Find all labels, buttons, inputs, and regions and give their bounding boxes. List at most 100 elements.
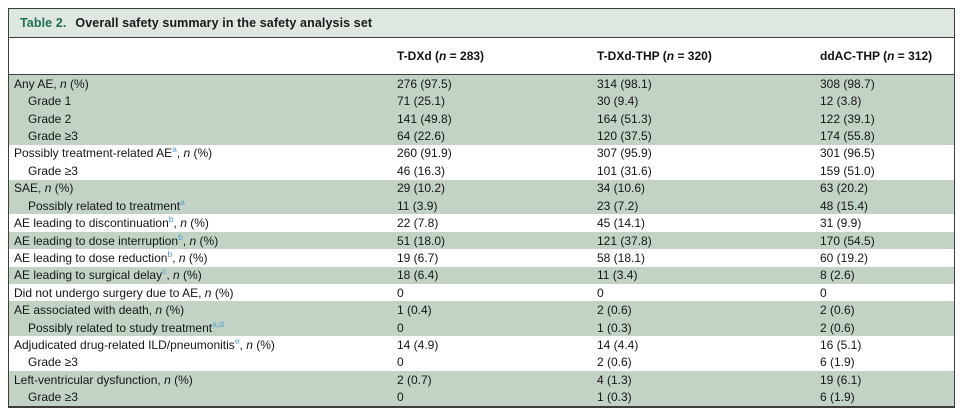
- row-label: Grade 1: [28, 94, 72, 109]
- footnote-marker: a: [180, 196, 185, 207]
- column-header: T-DXd-THP (n = 320): [597, 49, 712, 63]
- cell-value: 60 (19.2): [820, 250, 869, 265]
- table-row: Grade ≥3 0 2 (0.6) 6 (1.9): [9, 354, 954, 371]
- row-label: SAE, n (%): [14, 181, 74, 196]
- cell-value: 1 (0.3): [597, 390, 632, 405]
- table-row: Possibly related to treatmenta 11 (3.9) 23…: [9, 196, 954, 215]
- table-row: Grade ≥3 0 1 (0.3) 6 (1.9): [9, 388, 954, 407]
- column-header: T-DXd (n = 283): [397, 49, 485, 63]
- cell-value: 0: [397, 355, 404, 370]
- cell-value: 14 (4.4): [597, 338, 639, 353]
- table-row: Grade ≥3 64 (22.6) 120 (37.5) 174 (55.8): [9, 127, 954, 145]
- row-label: AE associated with death, n (%): [14, 303, 185, 318]
- cell-value: 164 (51.3): [597, 111, 652, 126]
- row-label: Grade ≥3: [28, 128, 78, 143]
- cell-value: 260 (91.9): [397, 146, 452, 161]
- cell-value: 2 (0.6): [820, 320, 855, 335]
- cell-value: 58 (18.1): [597, 250, 646, 265]
- cell-value: 6 (1.9): [820, 355, 855, 370]
- row-label: Possibly treatment-related AEa, n (%): [14, 144, 213, 161]
- cell-value: 308 (98.7): [820, 76, 875, 91]
- footnote-marker: b: [178, 231, 183, 242]
- cell-value: 6 (1.9): [820, 390, 855, 405]
- cell-value: 34 (10.6): [597, 181, 646, 196]
- cell-value: 4 (1.3): [597, 372, 632, 387]
- footnote-marker: e: [234, 336, 240, 347]
- cell-value: 30 (9.4): [597, 94, 639, 109]
- table-row: Possibly related to study treatmenta,d 0 1…: [9, 318, 954, 337]
- cell-value: 307 (95.9): [597, 146, 652, 161]
- cell-value: 174 (55.8): [820, 128, 875, 143]
- cell-value: 18 (6.4): [397, 268, 439, 283]
- safety-summary-table: Table 2. Overall safety summary in the s…: [8, 8, 955, 408]
- cell-value: 0: [397, 320, 404, 335]
- row-label: AE leading to dose interruptionb, n (%): [14, 231, 219, 248]
- cell-value: 51 (18.0): [397, 233, 446, 248]
- cell-value: 19 (6.1): [820, 372, 862, 387]
- cell-value: 14 (4.9): [397, 338, 439, 353]
- table-row: SAE, n (%) 29 (10.2) 34 (10.6) 63 (20.2): [9, 179, 954, 197]
- table-row: Grade 1 71 (25.1) 30 (9.4) 12 (3.8): [9, 92, 954, 110]
- footnote-marker: a: [172, 144, 177, 155]
- table-number-label: Table 2.: [20, 16, 67, 30]
- cell-value: 23 (7.2): [597, 198, 639, 213]
- table-row: Adjudicated drug-related ILD/pneumonitis…: [9, 336, 954, 353]
- row-label: Grade ≥3: [28, 355, 78, 370]
- cell-value: 120 (37.5): [597, 128, 652, 143]
- cell-value: 2 (0.6): [597, 303, 632, 318]
- table-row: AE leading to discontinuationb, n (%) 22 …: [9, 214, 954, 231]
- cell-value: 16 (5.1): [820, 338, 862, 353]
- row-label: Did not undergo surgery due to AE, n (%): [14, 285, 234, 300]
- row-label: Adjudicated drug-related ILD/pneumonitis…: [14, 336, 275, 353]
- cell-value: 2 (0.6): [597, 355, 632, 370]
- cell-value: 101 (31.6): [597, 163, 652, 178]
- row-label: Grade 2: [28, 111, 72, 126]
- table-row: Did not undergo surgery due to AE, n (%)…: [9, 284, 954, 301]
- cell-value: 159 (51.0): [820, 163, 875, 178]
- cell-value: 29 (10.2): [397, 181, 446, 196]
- cell-value: 0: [397, 390, 404, 405]
- column-header: ddAC-THP (n = 312): [820, 49, 933, 63]
- footnote-marker: a,d: [212, 318, 224, 329]
- footnote-marker: c: [162, 266, 167, 277]
- cell-value: 141 (49.8): [397, 111, 452, 126]
- footnote-marker: b: [167, 248, 173, 259]
- table-row: AE leading to dose reductionb, n (%) 19 (…: [9, 249, 954, 266]
- table-row: Possibly treatment-related AEa, n (%) 260…: [9, 145, 954, 162]
- cell-value: 1 (0.4): [397, 303, 432, 318]
- cell-value: 0: [820, 285, 827, 300]
- cell-value: 301 (96.5): [820, 146, 875, 161]
- cell-value: 63 (20.2): [820, 181, 869, 196]
- cell-value: 11 (3.4): [597, 268, 638, 283]
- cell-value: 48 (15.4): [820, 198, 869, 213]
- row-label: Possibly related to treatmenta: [28, 196, 185, 213]
- cell-value: 8 (2.6): [820, 268, 855, 283]
- table-title-text: Overall safety summary in the safety ana…: [75, 16, 373, 30]
- cell-value: 0: [397, 285, 404, 300]
- cell-value: 1 (0.3): [597, 320, 632, 335]
- row-label: Grade ≥3: [28, 163, 78, 178]
- row-label: AE leading to surgical delayc, n (%): [14, 266, 202, 283]
- cell-value: 46 (16.3): [397, 163, 446, 178]
- cell-value: 11 (3.9): [397, 198, 438, 213]
- cell-value: 0: [597, 285, 604, 300]
- cell-value: 31 (9.9): [820, 216, 862, 231]
- cell-value: 314 (98.1): [597, 76, 652, 91]
- footnote-marker: b: [168, 214, 174, 225]
- cell-value: 2 (0.6): [820, 303, 855, 318]
- table-row: Left-ventricular dysfunction, n (%) 2 (0.…: [9, 371, 954, 389]
- cell-value: 64 (22.6): [397, 128, 446, 143]
- row-label: AE leading to dose reductionb, n (%): [14, 248, 208, 265]
- cell-value: 276 (97.5): [397, 76, 452, 91]
- table-row: AE leading to surgical delayc, n (%) 18 (…: [9, 266, 954, 285]
- cell-value: 71 (25.1): [397, 94, 446, 109]
- cell-value: 170 (54.5): [820, 233, 875, 248]
- table-row: AE associated with death, n (%) 1 (0.4) 2 …: [9, 301, 954, 319]
- table-row: Grade 2 141 (49.8) 164 (51.3) 122 (39.1): [9, 109, 954, 128]
- row-label: Grade ≥3: [28, 390, 78, 405]
- cell-value: 122 (39.1): [820, 111, 875, 126]
- cell-value: 45 (14.1): [597, 216, 646, 231]
- table-row: Any AE, n (%) 276 (97.5) 314 (98.1) 308 (98…: [9, 75, 954, 93]
- table-body: Any AE, n (%) 276 (97.5) 314 (98.1) 308 (98…: [9, 75, 954, 407]
- cell-value: 2 (0.7): [397, 372, 432, 387]
